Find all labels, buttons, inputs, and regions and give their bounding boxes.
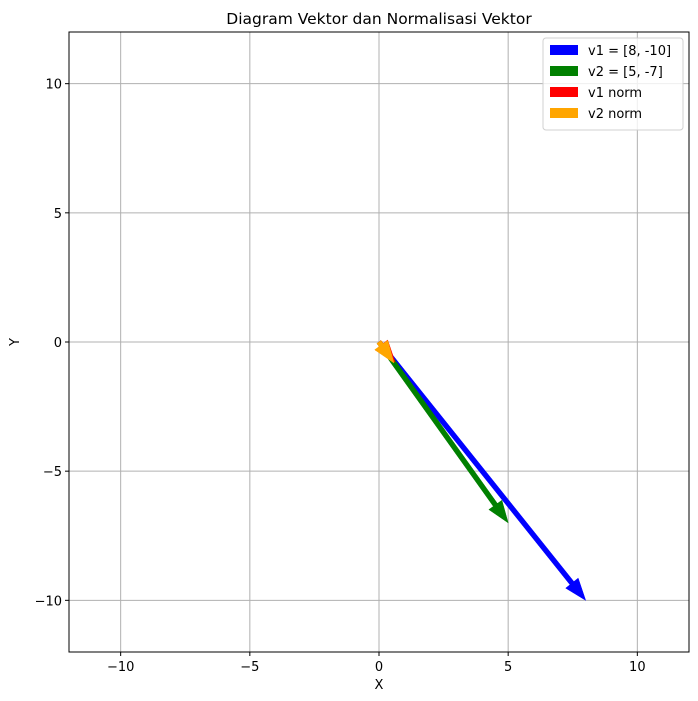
vector-arrow-1 xyxy=(376,340,587,601)
x-tick-label: −5 xyxy=(240,660,259,675)
vector-arrow-4 xyxy=(374,340,395,364)
legend-label-4: v2 norm xyxy=(588,107,642,122)
x-axis-label: X xyxy=(375,678,384,693)
ticks: −10 −5 0 5 10 −10 −5 0 5 10 xyxy=(35,78,646,675)
y-tick-label: −10 xyxy=(35,594,62,609)
legend-swatch-1 xyxy=(550,45,578,55)
y-tick-label: 10 xyxy=(45,78,62,93)
x-tick-label: 10 xyxy=(629,660,646,675)
x-tick-label: 0 xyxy=(375,660,383,675)
y-tick-label: −5 xyxy=(43,465,62,480)
x-tick-label: 5 xyxy=(504,660,512,675)
x-tick-label: −10 xyxy=(107,660,134,675)
vector-arrow-2 xyxy=(376,340,509,524)
y-axis-label: Y xyxy=(8,338,23,347)
legend-box xyxy=(542,37,684,131)
y-tick-label: 5 xyxy=(54,207,62,222)
legend-swatch-2 xyxy=(550,66,578,76)
legend-swatch-4 xyxy=(550,108,578,118)
chart-title: Diagram Vektor dan Normalisasi Vektor xyxy=(226,10,532,28)
legend-label-1: v1 = [8, -10] xyxy=(588,44,671,59)
y-tick-label: 0 xyxy=(54,336,62,351)
legend-swatch-3 xyxy=(550,87,578,97)
legend-label-3: v1 norm xyxy=(588,86,642,101)
vectors xyxy=(374,339,587,601)
legend: v1 = [8, -10] v2 = [5, -7] v1 norm v2 norm xyxy=(542,37,684,131)
legend-label-2: v2 = [5, -7] xyxy=(588,65,663,80)
